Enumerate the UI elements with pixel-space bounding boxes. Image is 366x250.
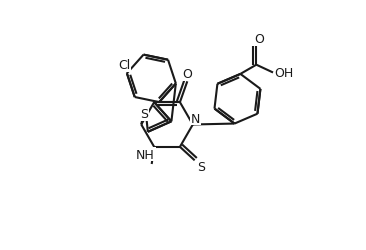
Text: O: O — [254, 33, 264, 46]
Text: O: O — [182, 68, 192, 81]
Text: N: N — [191, 112, 200, 125]
Text: S: S — [197, 160, 205, 173]
Text: OH: OH — [274, 67, 294, 80]
Text: NH: NH — [136, 148, 155, 161]
Text: S: S — [140, 108, 148, 120]
Text: Cl: Cl — [118, 59, 131, 72]
